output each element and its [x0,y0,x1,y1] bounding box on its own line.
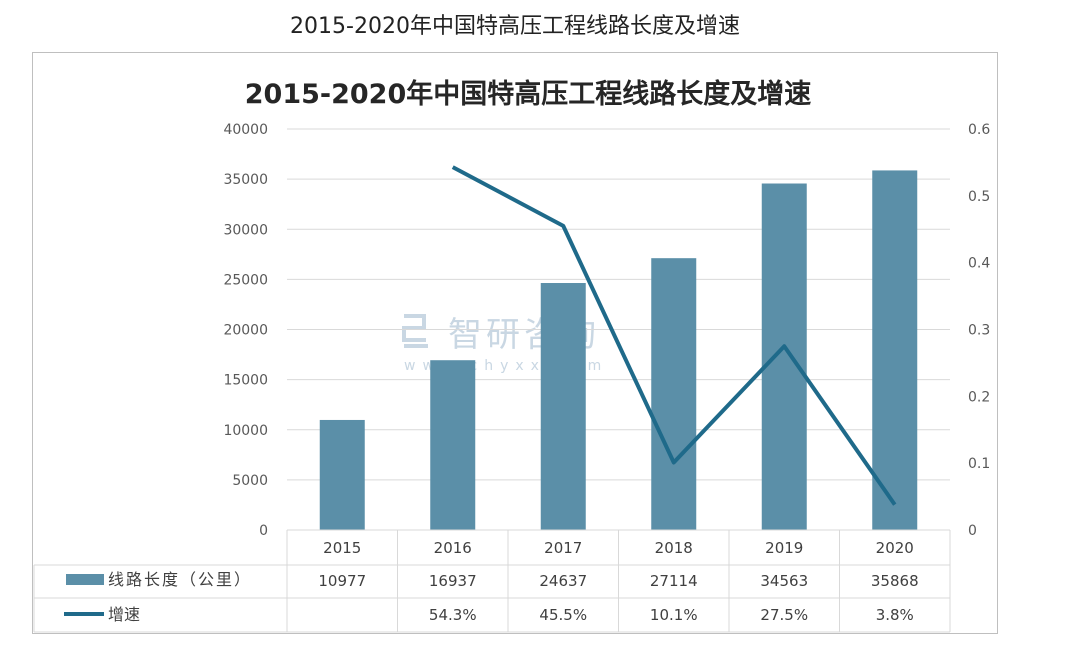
y-axis-left: 0 5000 10000 15000 20000 25000 30000 35000 40000 [223,122,268,539]
data-label-length: 24637 [539,572,587,590]
x-tick-label: 2016 [434,539,472,557]
y-right-tick-label: 0.3 [968,323,990,339]
data-label-growth: 10.1% [650,606,698,624]
data-label-growth: 27.5% [760,606,808,624]
y-right-tick-label: 0 [968,523,977,539]
y-right-tick-label: 0.2 [968,389,990,405]
y-right-tick-label: 0.6 [968,122,990,138]
bar [761,183,807,530]
bar [651,258,697,530]
y-left-tick-label: 0 [259,523,268,539]
bar [540,283,586,530]
x-tick-label: 2015 [323,539,361,557]
bar [430,360,476,530]
page-title: 2015-2020年中国特高压工程线路长度及增速 [290,14,740,39]
y-right-tick-label: 0.1 [968,456,990,472]
legend-bar-label: 线路长度（公里） [108,570,252,589]
x-tick-label: 2020 [876,539,914,557]
chart-title: 2015-2020年中国特高压工程线路长度及增速 [245,78,812,110]
bar [319,419,365,530]
y-left-tick-label: 30000 [223,222,268,238]
data-label-growth: 45.5% [539,606,587,624]
line-layer [451,165,897,506]
bar [872,170,918,531]
y-left-tick-label: 15000 [223,373,268,389]
x-tick-label: 2018 [655,539,693,557]
y-right-tick-label: 0.4 [968,256,990,272]
legend-line-label: 增速 [108,605,140,624]
bars-layer [319,170,918,531]
grid-layer [287,128,950,531]
x-tick-label: 2019 [765,539,803,557]
data-table: 2015 2016 2017 2018 2019 2020 线路长度（公里） 10977 169… [33,529,951,633]
x-tick-label: 2017 [544,539,582,557]
data-label-growth: 54.3% [429,606,477,624]
watermark-logo-icon [402,314,428,348]
y-left-tick-label: 35000 [223,172,268,188]
y-left-tick-label: 10000 [223,423,268,439]
data-label-length: 34563 [760,572,808,590]
data-label-length: 10977 [318,572,366,590]
data-label-growth: 3.8% [876,606,914,624]
data-label-length: 27114 [650,572,698,590]
y-right-tick-label: 0.5 [968,189,990,205]
y-left-tick-label: 40000 [223,122,268,138]
data-label-length: 35868 [871,572,919,590]
y-left-tick-label: 20000 [223,323,268,339]
data-label-length: 16937 [429,572,477,590]
y-left-tick-label: 5000 [232,473,268,489]
chart-frame [32,52,998,634]
y-axis-right: 0 0.1 0.2 0.3 0.4 0.5 0.6 [968,122,990,539]
legend-bar-swatch [66,574,104,585]
y-left-tick-label: 25000 [223,272,268,288]
